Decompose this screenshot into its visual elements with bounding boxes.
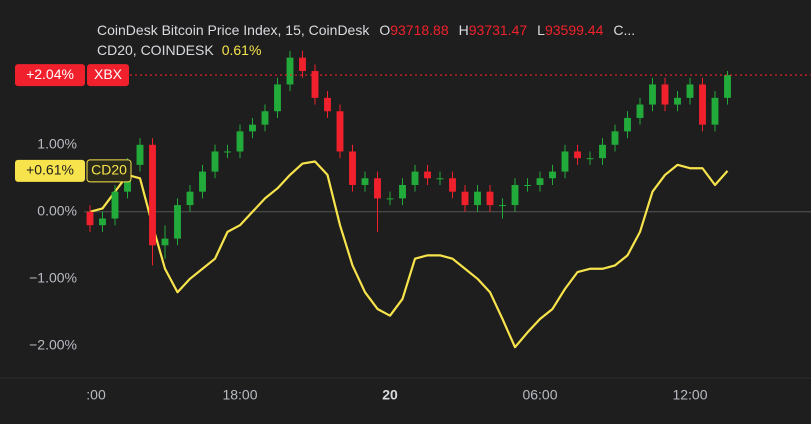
y-tick-label: −2.00% — [29, 337, 77, 353]
candle-body — [449, 178, 456, 192]
subtitle-text: CD20, COINDESK — [97, 42, 214, 58]
subtitle: CD20, COINDESK 0.61% — [97, 42, 261, 58]
candle-body — [324, 97, 331, 112]
candle-body — [411, 171, 419, 185]
candle-body — [474, 191, 481, 206]
candle-body — [599, 144, 606, 159]
ohlc-value: 93718.88 — [390, 22, 449, 38]
candle-body — [286, 57, 294, 85]
ohlc-label: L — [537, 22, 545, 38]
price-badge — [15, 64, 85, 87]
candle-body — [311, 71, 319, 98]
candle-body — [136, 144, 144, 165]
candle-body — [649, 84, 656, 105]
candle-body — [261, 111, 269, 125]
price-badge-text: +0.61% — [26, 162, 74, 178]
candle-body — [661, 84, 669, 105]
candle-body — [274, 84, 281, 112]
ohlc-more: C... — [613, 22, 635, 38]
candle-body — [236, 131, 244, 152]
price-badge-text: +2.04% — [26, 66, 74, 82]
candle-body — [499, 205, 506, 207]
candle-body — [686, 84, 694, 98]
candle-body — [111, 191, 119, 219]
candle-body — [349, 151, 356, 185]
price-badge — [15, 159, 85, 182]
candle-body — [211, 151, 219, 172]
x-tick-label: :00 — [86, 387, 106, 403]
name-badge — [87, 64, 129, 87]
candle-body — [611, 131, 619, 145]
title-text: CoinDesk Bitcoin Price Index, 15, CoinDe… — [97, 22, 370, 38]
candle-body — [561, 151, 569, 172]
candle-body — [99, 218, 106, 226]
x-tick-label: 20 — [382, 387, 398, 403]
candle-body — [486, 191, 494, 206]
candle-body — [636, 104, 644, 118]
candle-body — [361, 178, 369, 185]
candle-body — [511, 184, 519, 206]
candle-body — [624, 117, 631, 132]
subtitle-value: 0.61% — [222, 42, 262, 58]
candle-body — [549, 171, 556, 179]
candle-body — [461, 191, 469, 206]
ohlc-value: 93599.44 — [545, 22, 604, 38]
candle-body — [711, 97, 719, 125]
chart-title: CoinDesk Bitcoin Price Index, 15, CoinDe… — [97, 22, 635, 38]
candle-body — [424, 171, 431, 179]
ohlc-label: H — [459, 22, 469, 38]
candle-body — [86, 211, 94, 226]
cd20-line — [89, 160, 729, 349]
candle-body — [586, 158, 594, 160]
candle-body — [174, 205, 181, 239]
ohlc-label: O — [379, 22, 390, 38]
candle-body — [299, 57, 306, 72]
y-tick-label: 0.00% — [37, 202, 77, 218]
header: CoinDesk Bitcoin Price Index, 15, CoinDe… — [97, 22, 635, 58]
ohlc-value: 93731.47 — [469, 22, 528, 38]
candle-body — [161, 238, 169, 246]
name-badge — [86, 159, 132, 183]
candle-body — [374, 178, 381, 199]
candle-body — [674, 97, 681, 105]
candle-body — [536, 178, 544, 185]
x-tick-label: 18:00 — [222, 387, 257, 403]
candle-body — [249, 124, 256, 132]
candle-body — [186, 191, 194, 206]
name-badge-text: CD20 — [91, 162, 127, 178]
candle-body — [224, 151, 231, 153]
y-tick-label: −1.00% — [29, 270, 77, 286]
candle-body — [524, 184, 531, 186]
y-tick-label: 1.00% — [37, 135, 77, 151]
candle-body — [724, 75, 731, 98]
candle-body — [699, 84, 706, 125]
candle-body — [149, 144, 156, 246]
x-tick-label: 06:00 — [522, 387, 557, 403]
candle-body — [336, 111, 344, 152]
x-tick-label: 12:00 — [672, 387, 707, 403]
candle-body — [386, 198, 394, 200]
candle-body — [199, 171, 206, 192]
name-badge-text: XBX — [94, 66, 123, 82]
candle-body — [436, 178, 444, 180]
candle-body — [399, 184, 406, 199]
candle-body — [574, 151, 581, 159]
